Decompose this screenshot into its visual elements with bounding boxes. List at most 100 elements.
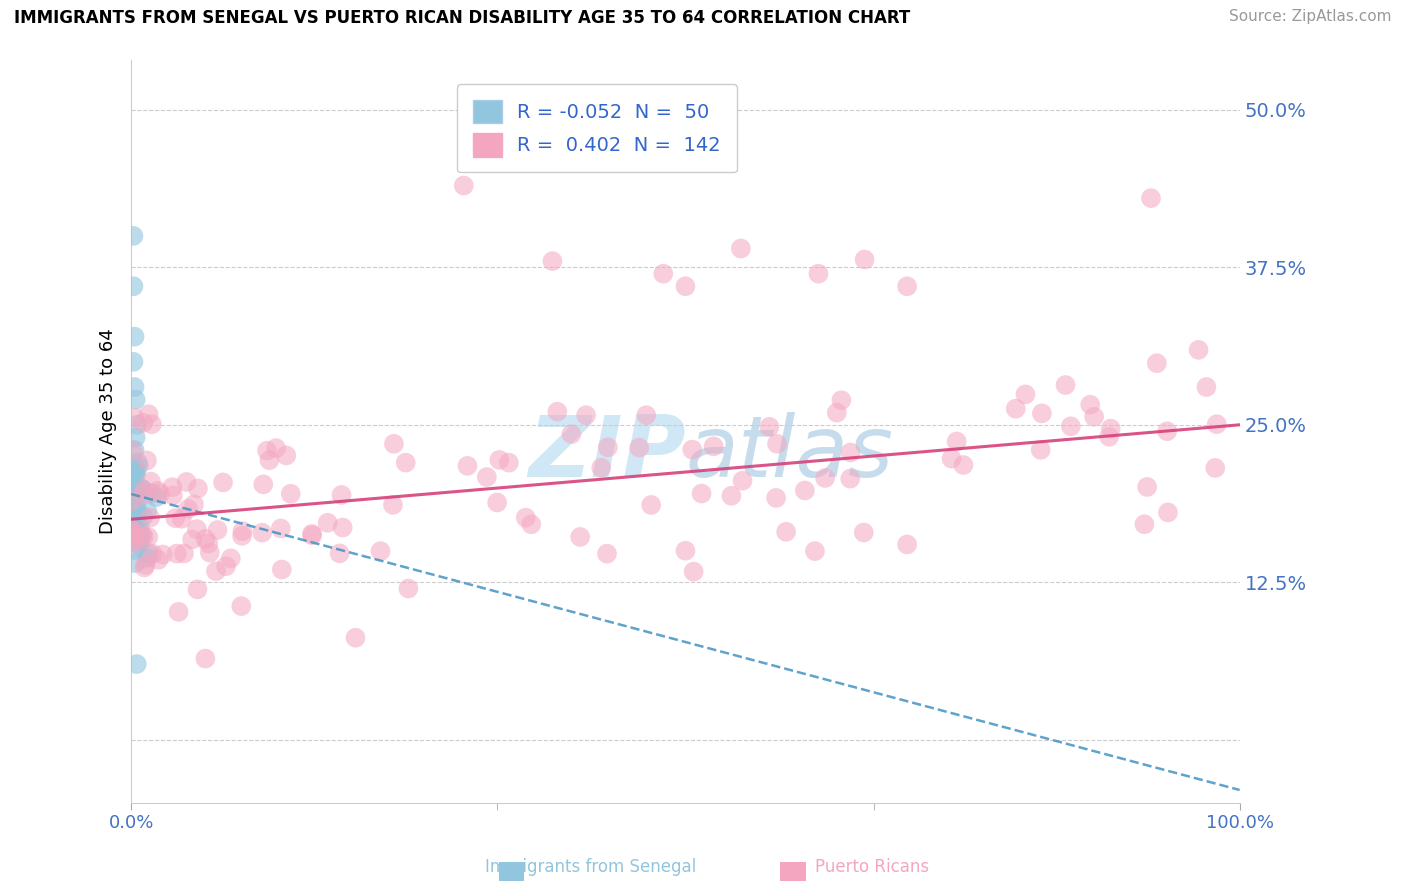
- Point: [675, 279, 697, 293]
- Point: [259, 453, 281, 467]
- Point: [124, 442, 146, 457]
- Point: [231, 599, 253, 613]
- Point: [194, 532, 217, 546]
- Point: [124, 510, 146, 524]
- Point: [187, 482, 209, 496]
- Point: [129, 482, 152, 496]
- Point: [569, 530, 592, 544]
- Point: [124, 514, 146, 528]
- Point: [280, 487, 302, 501]
- Point: [575, 408, 598, 422]
- Point: [122, 355, 145, 369]
- Point: [132, 483, 155, 498]
- Point: [703, 439, 725, 453]
- Point: [194, 651, 217, 665]
- Point: [167, 605, 190, 619]
- Point: [1187, 343, 1209, 357]
- Point: [731, 474, 754, 488]
- Point: [329, 546, 352, 560]
- Point: [1078, 398, 1101, 412]
- Point: [134, 560, 156, 574]
- Point: [124, 461, 146, 475]
- Point: [560, 427, 582, 442]
- Point: [121, 483, 143, 498]
- Point: [515, 510, 537, 524]
- Point: [212, 475, 235, 490]
- Point: [132, 509, 155, 524]
- Point: [488, 453, 510, 467]
- Point: [250, 525, 273, 540]
- Point: [1133, 517, 1156, 532]
- Point: [122, 528, 145, 542]
- Point: [186, 522, 208, 536]
- Point: [628, 441, 651, 455]
- Point: [1157, 505, 1180, 519]
- Point: [270, 521, 292, 535]
- Point: [132, 416, 155, 430]
- Point: [197, 536, 219, 550]
- Point: [456, 458, 478, 473]
- Point: [125, 519, 148, 533]
- Point: [122, 492, 145, 507]
- Point: [219, 551, 242, 566]
- Point: [596, 547, 619, 561]
- Point: [125, 497, 148, 511]
- Point: [381, 498, 404, 512]
- Point: [396, 582, 419, 596]
- Point: [640, 498, 662, 512]
- Point: [395, 456, 418, 470]
- Point: [596, 441, 619, 455]
- Point: [852, 525, 875, 540]
- Point: [183, 498, 205, 512]
- Point: [765, 491, 787, 505]
- Point: [675, 543, 697, 558]
- Point: [125, 468, 148, 483]
- Point: [125, 417, 148, 432]
- Point: [129, 533, 152, 547]
- Legend: R = -0.052  N =  50, R =  0.402  N =  142: R = -0.052 N = 50, R = 0.402 N = 142: [457, 84, 737, 172]
- Point: [122, 460, 145, 475]
- Point: [139, 475, 162, 489]
- Point: [215, 559, 238, 574]
- Point: [124, 471, 146, 485]
- Point: [382, 437, 405, 451]
- Point: [121, 525, 143, 540]
- Point: [138, 407, 160, 421]
- Point: [370, 544, 392, 558]
- Point: [121, 471, 143, 485]
- Point: [1195, 380, 1218, 394]
- Point: [1204, 461, 1226, 475]
- Point: [125, 510, 148, 524]
- Point: [1156, 424, 1178, 438]
- Point: [136, 453, 159, 467]
- Point: [231, 529, 253, 543]
- Point: [636, 408, 658, 422]
- Point: [205, 564, 228, 578]
- Point: [520, 517, 543, 532]
- Point: [1098, 430, 1121, 444]
- Text: atlas: atlas: [686, 412, 893, 495]
- Point: [132, 530, 155, 544]
- Point: [146, 483, 169, 498]
- Point: [121, 515, 143, 529]
- Text: Immigrants from Senegal: Immigrants from Senegal: [485, 858, 696, 876]
- Point: [173, 546, 195, 560]
- Point: [1140, 191, 1163, 205]
- Point: [330, 488, 353, 502]
- Point: [186, 582, 208, 597]
- Point: [453, 178, 475, 193]
- Point: [1099, 422, 1122, 436]
- Point: [181, 533, 204, 547]
- Point: [131, 528, 153, 542]
- Point: [896, 537, 918, 551]
- Point: [141, 417, 163, 432]
- Point: [344, 631, 367, 645]
- Point: [121, 513, 143, 527]
- Point: [125, 481, 148, 495]
- Point: [122, 508, 145, 522]
- Point: [853, 252, 876, 267]
- Point: [1014, 387, 1036, 401]
- Point: [121, 523, 143, 537]
- Point: [830, 393, 852, 408]
- Point: [591, 460, 613, 475]
